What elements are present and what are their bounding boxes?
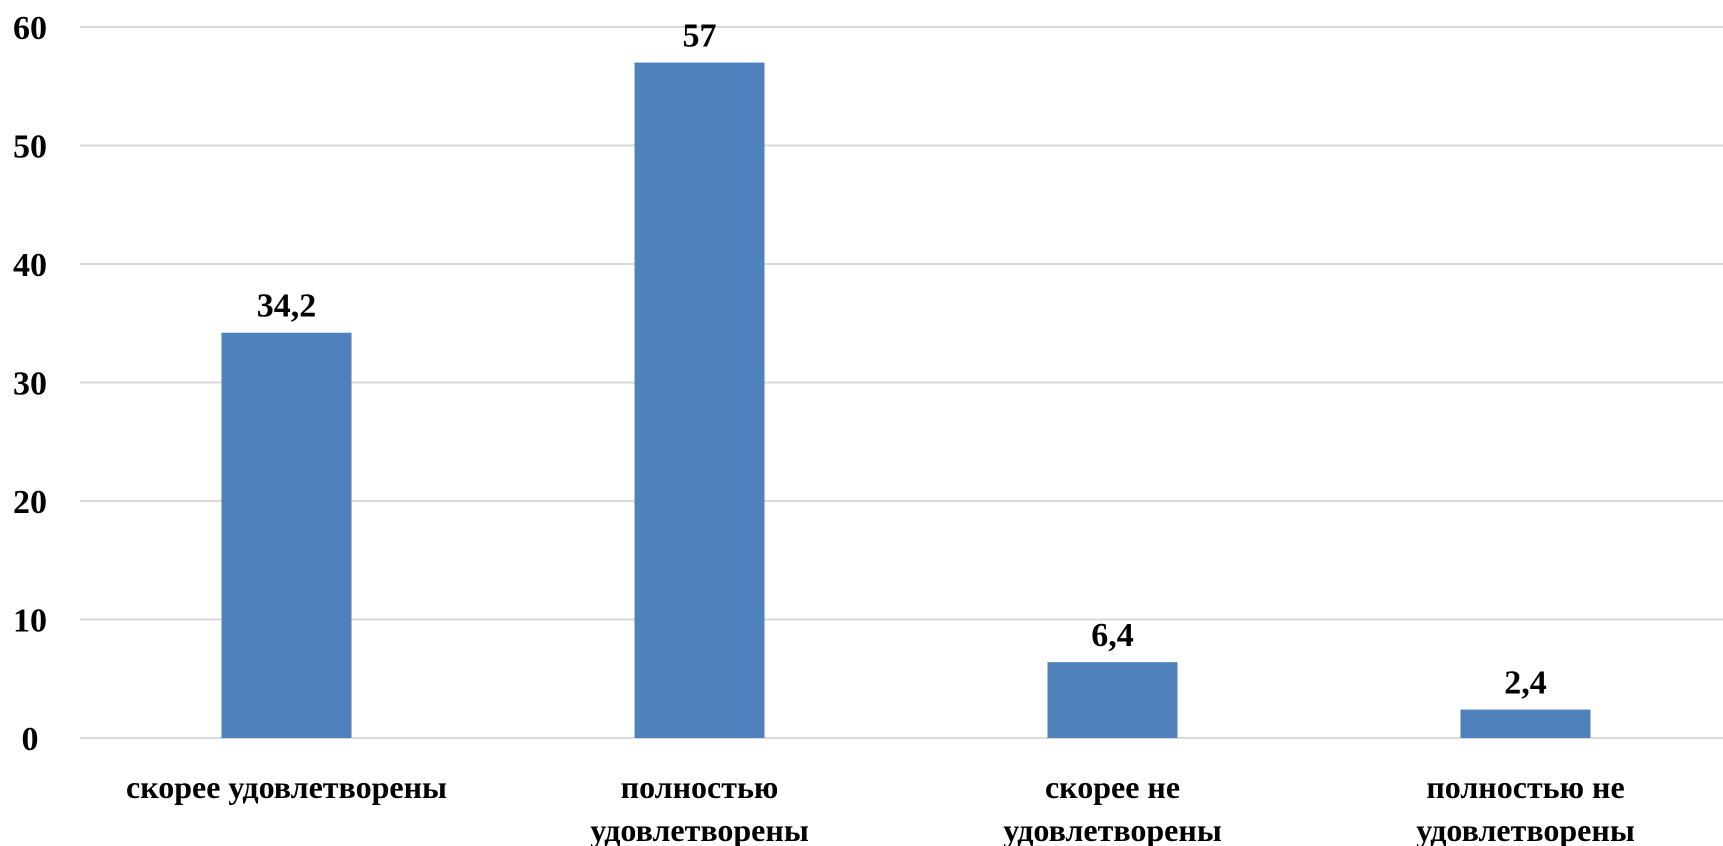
category-label-line: удовлетворены bbox=[1416, 812, 1635, 846]
category-label: полностью не удовлетворены bbox=[1416, 769, 1635, 846]
bar bbox=[221, 332, 352, 738]
y-tick-label: 40 bbox=[13, 247, 47, 284]
bar bbox=[634, 62, 765, 739]
bars bbox=[221, 62, 1591, 739]
y-tick-label: 20 bbox=[13, 484, 47, 521]
category-label-line: скорее удовлетворены bbox=[126, 769, 447, 805]
x-axis-category-labels: скорее удовлетворены полностью удовлетворе… bbox=[126, 769, 1635, 846]
data-label: 57 bbox=[683, 18, 717, 55]
data-label: 34,2 bbox=[257, 288, 317, 325]
category-label-line: полностью bbox=[621, 769, 779, 805]
y-axis-tick-labels: 0 10 20 30 40 50 60 bbox=[13, 10, 47, 758]
y-tick-label: 60 bbox=[13, 10, 47, 47]
gridlines bbox=[80, 26, 1723, 739]
category-label: скорее удовлетворены bbox=[126, 769, 447, 805]
category-label-line: полностью не bbox=[1426, 769, 1624, 805]
category-label-line: удовлетворены bbox=[590, 812, 809, 846]
category-label: полностью удовлетворены bbox=[590, 769, 809, 846]
y-tick-label: 0 bbox=[22, 721, 39, 758]
category-label-line: удовлетворены bbox=[1003, 812, 1222, 846]
bar bbox=[1047, 662, 1178, 738]
y-tick-label: 30 bbox=[13, 366, 47, 403]
bar bbox=[1460, 709, 1591, 738]
data-label: 2,4 bbox=[1504, 665, 1547, 702]
y-tick-label: 10 bbox=[13, 603, 47, 640]
category-label-line: скорее не bbox=[1045, 769, 1180, 805]
data-labels: 34,2 57 6,4 2,4 bbox=[257, 18, 1547, 702]
category-label: скорее не удовлетворены bbox=[1003, 769, 1222, 846]
data-label: 6,4 bbox=[1091, 617, 1134, 654]
y-tick-label: 50 bbox=[13, 129, 47, 166]
